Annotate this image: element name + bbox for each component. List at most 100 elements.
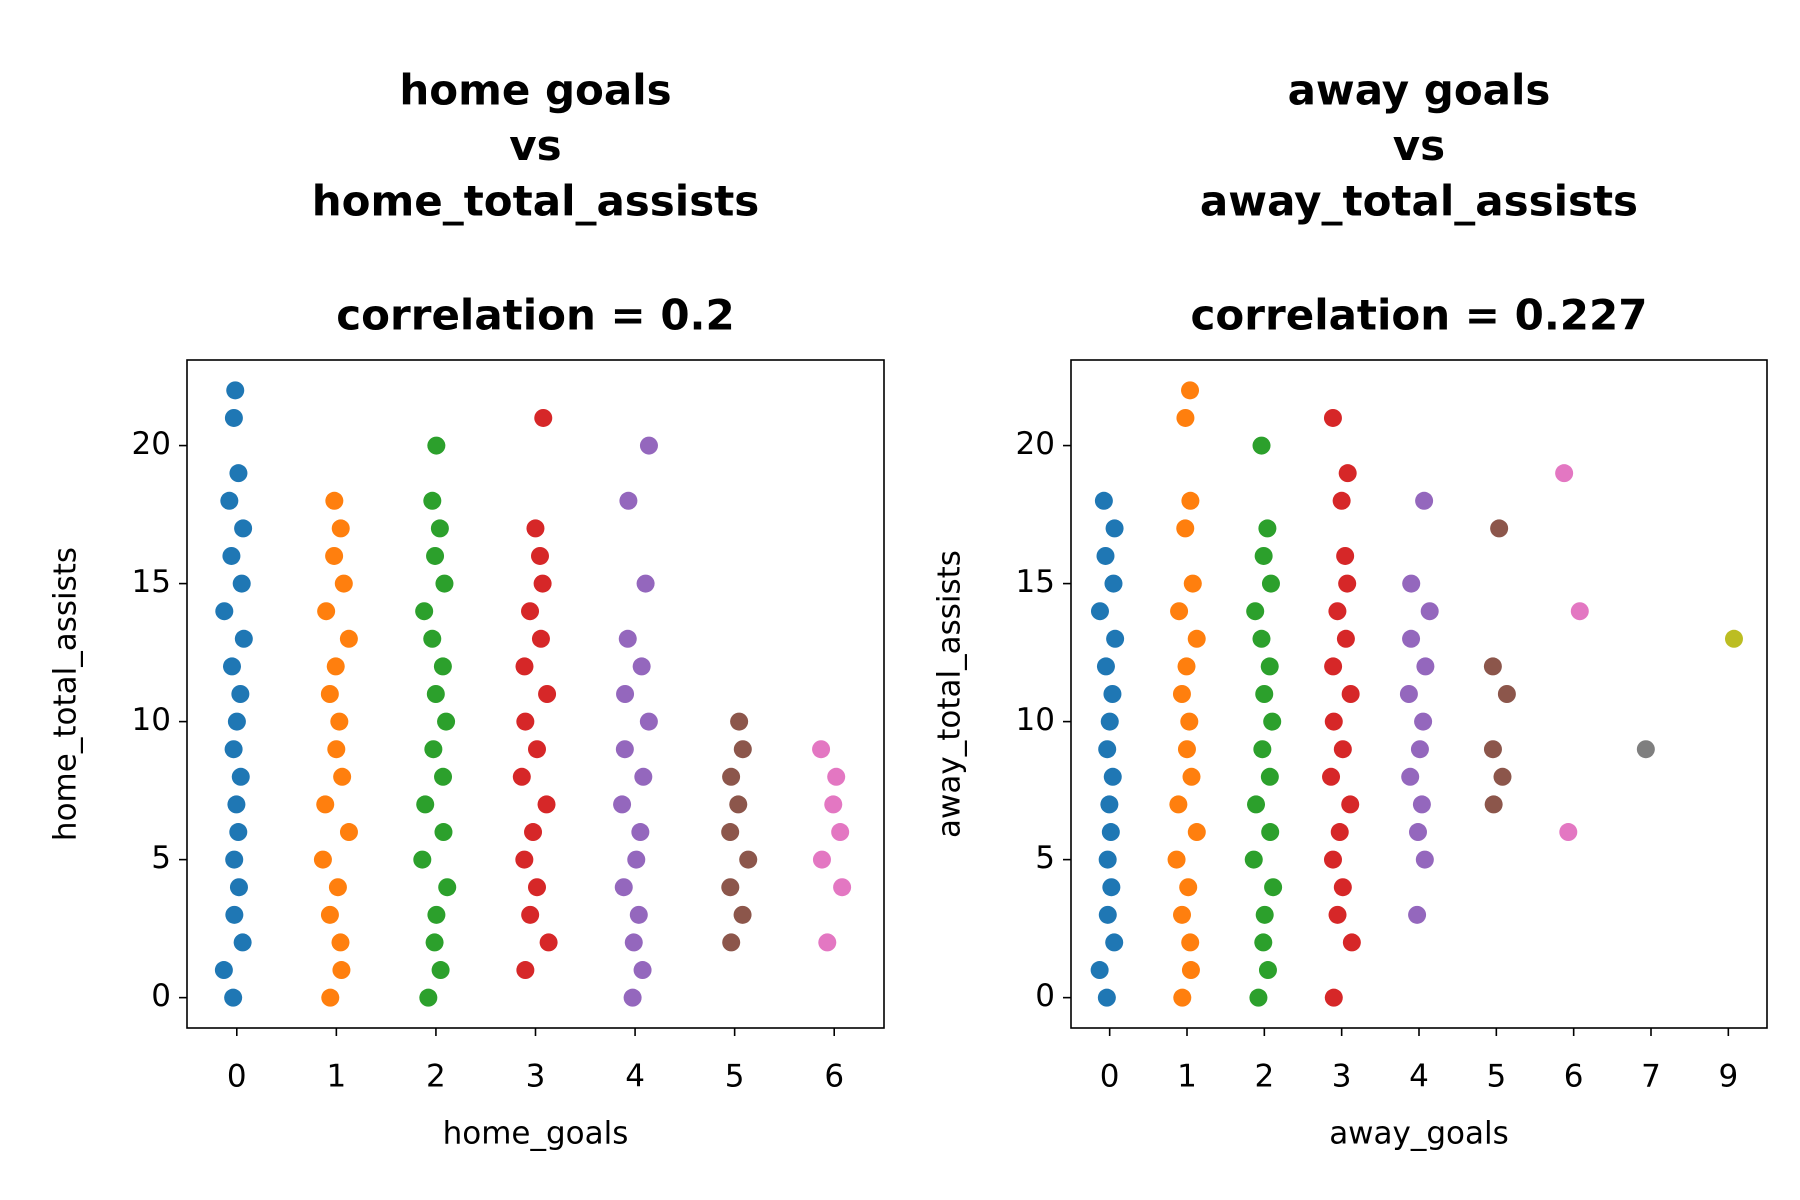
strip-point — [531, 629, 550, 648]
strip-point — [1570, 602, 1589, 621]
strip-point — [1255, 685, 1274, 703]
strip-point — [334, 574, 353, 593]
strip-point — [224, 740, 243, 759]
strip-point — [1483, 740, 1502, 759]
x-tick-label: 2 — [1254, 1059, 1274, 1095]
x-tick-label: 4 — [1409, 1059, 1429, 1095]
strip-point — [1332, 491, 1351, 510]
strip-point — [530, 546, 549, 565]
x-tick-label: 5 — [725, 1059, 745, 1095]
strip-point — [321, 988, 340, 1007]
strip-point — [1254, 546, 1273, 565]
strip-point — [1102, 878, 1121, 897]
chart-title: away goals — [1288, 66, 1551, 115]
strip-point — [632, 657, 651, 676]
strip-point — [721, 878, 740, 897]
strip-point — [1559, 823, 1578, 842]
strip-point — [231, 685, 250, 703]
strip-point — [1252, 629, 1271, 648]
strip-point — [613, 795, 632, 814]
strip-point — [526, 519, 545, 538]
strip-point — [1261, 823, 1280, 842]
strip-point — [512, 767, 531, 786]
strip-point — [616, 685, 635, 703]
strip-point — [1094, 491, 1113, 510]
strip-point — [1324, 988, 1343, 1007]
strip-point — [320, 685, 339, 703]
strip-point — [1098, 740, 1117, 759]
strip-point — [1260, 657, 1279, 676]
strip-point — [1096, 657, 1115, 676]
strip-point — [1415, 491, 1434, 510]
chart-subtitle: correlation = 0.227 — [1191, 291, 1648, 340]
strip-point — [1484, 795, 1503, 814]
strip-point — [1101, 823, 1120, 842]
strip-point — [1100, 795, 1119, 814]
strip-point — [224, 408, 243, 427]
strip-point — [1490, 519, 1509, 538]
strip-point — [1412, 795, 1431, 814]
strip-point — [317, 602, 336, 621]
strip-point — [1497, 685, 1516, 703]
strip-point — [1173, 905, 1192, 924]
strip-point — [214, 961, 233, 980]
strip-point — [1181, 933, 1200, 952]
strip-point — [332, 961, 351, 980]
strip-point — [818, 933, 837, 952]
strip-point — [1414, 712, 1433, 731]
strip-point — [1342, 933, 1361, 952]
strip-point — [220, 491, 239, 510]
strip-point — [1324, 657, 1343, 676]
strip-point — [521, 602, 540, 621]
strip-point — [416, 795, 435, 814]
strip-point — [730, 712, 749, 731]
strip-point — [1483, 657, 1502, 676]
strip-point — [227, 712, 246, 731]
strip-point — [733, 740, 752, 759]
strip-point — [1336, 546, 1355, 565]
y-tick-label: 20 — [1016, 426, 1055, 462]
strip-point — [812, 850, 831, 869]
strip-point — [1105, 519, 1124, 538]
x-tick-label: 7 — [1641, 1059, 1661, 1095]
strip-point — [1252, 436, 1271, 455]
y-tick-label: 15 — [132, 564, 171, 600]
strip-point — [331, 519, 350, 538]
strip-point — [833, 878, 852, 897]
strip-point — [614, 878, 633, 897]
x-tick-label: 9 — [1718, 1059, 1738, 1095]
strip-point — [631, 823, 650, 842]
strip-point — [1183, 574, 1202, 593]
y-axis-label: away_total_assists — [932, 550, 968, 838]
strip-point — [225, 905, 244, 924]
strip-point — [1323, 850, 1342, 869]
strip-point — [515, 850, 534, 869]
strip-point — [1179, 878, 1198, 897]
strip-point — [1420, 602, 1439, 621]
strip-point — [1258, 961, 1277, 980]
strip-point — [326, 657, 345, 676]
strip-point — [1724, 629, 1743, 648]
chart-title: vs — [1393, 121, 1445, 170]
strip-point — [1187, 629, 1206, 648]
strip-point — [425, 933, 444, 952]
strip-point — [438, 878, 457, 897]
strip-point — [233, 933, 252, 952]
x-tick-label: 3 — [526, 1059, 546, 1095]
strip-point — [521, 905, 540, 924]
strip-point — [739, 850, 758, 869]
strip-point — [1402, 574, 1421, 593]
strip-point — [328, 878, 347, 897]
x-tick-label: 0 — [1100, 1059, 1120, 1095]
strip-point — [413, 850, 432, 869]
strip-point — [624, 933, 643, 952]
strip-point — [424, 740, 443, 759]
strip-point — [516, 961, 535, 980]
strip-point — [225, 850, 244, 869]
strip-point — [339, 823, 358, 842]
strip-point — [1264, 878, 1283, 897]
strip-point — [1177, 657, 1196, 676]
strip-point — [618, 629, 637, 648]
strip-point — [1341, 685, 1360, 703]
